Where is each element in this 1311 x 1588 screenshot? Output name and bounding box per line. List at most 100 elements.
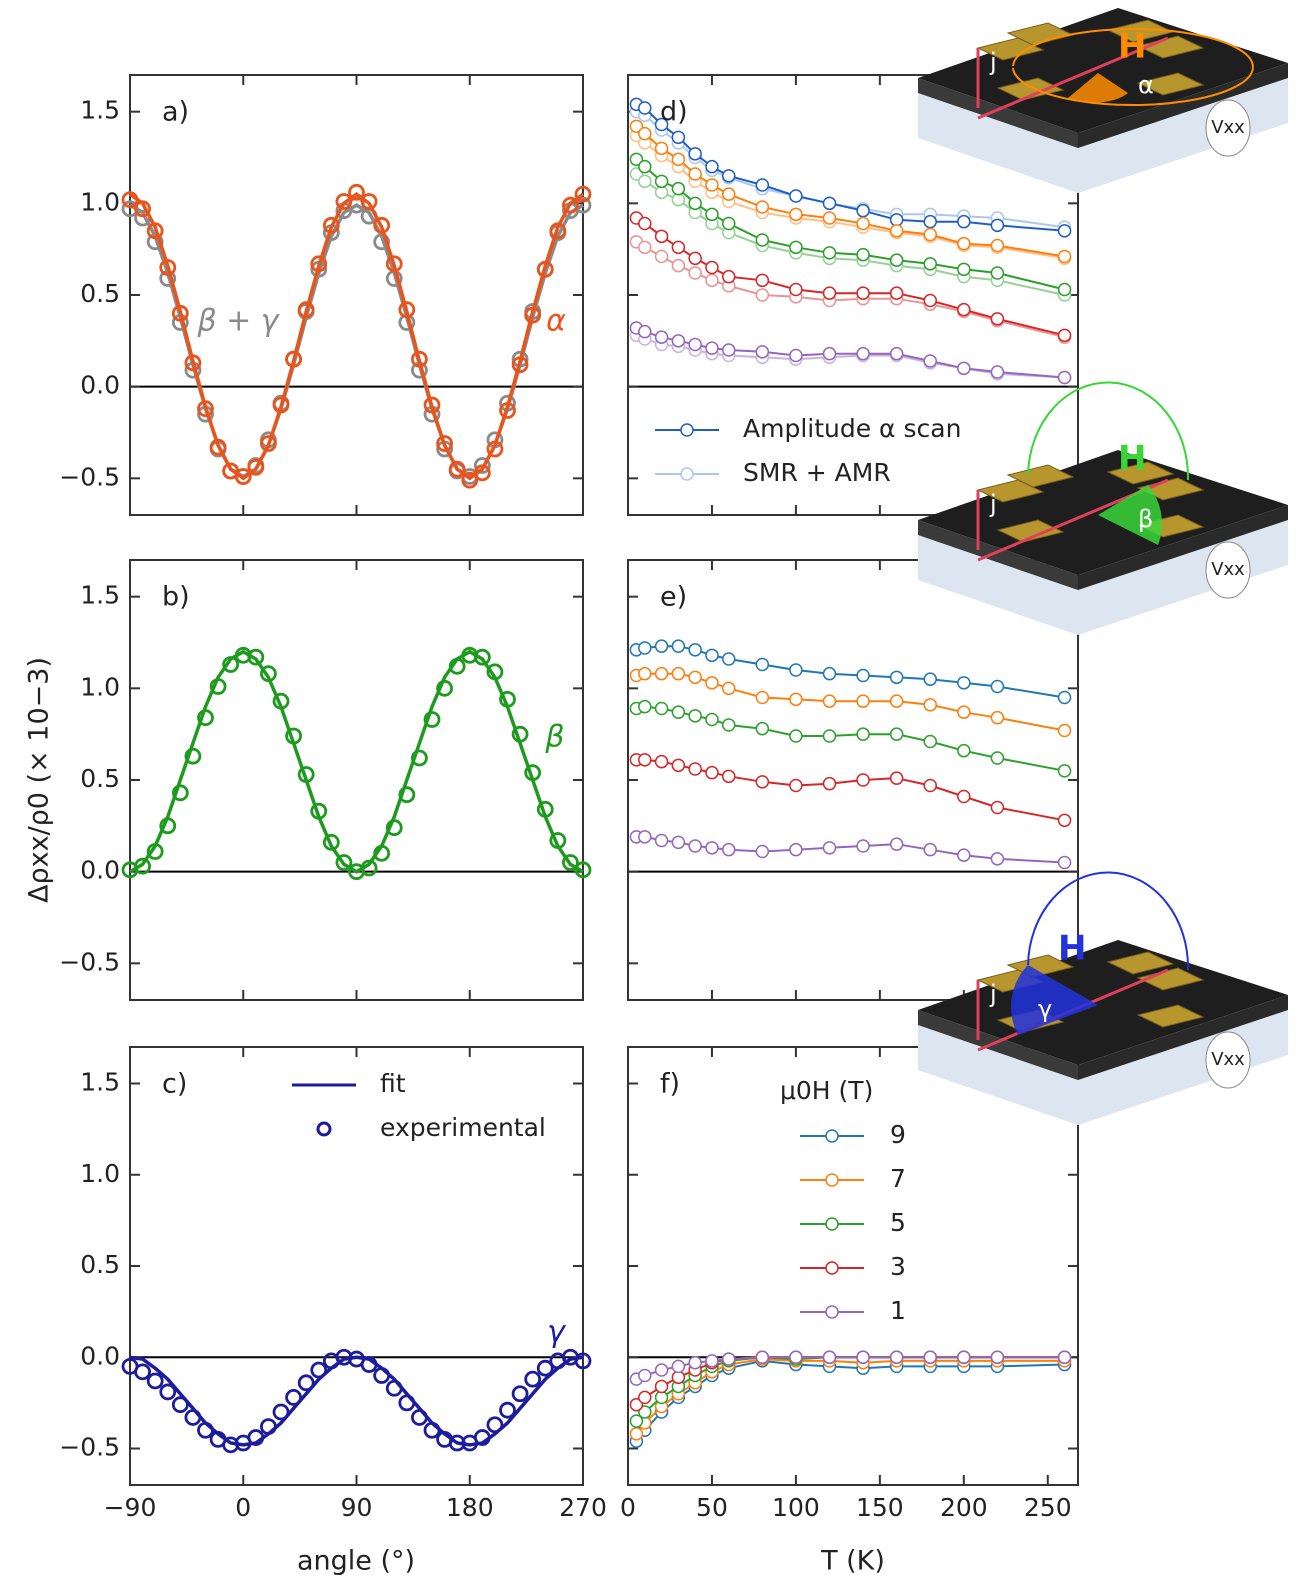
series-line: [129, 203, 584, 479]
data-point: [638, 1368, 652, 1383]
data-point: [822, 196, 837, 211]
angle-wedge: [1068, 73, 1128, 103]
data-point: [957, 848, 971, 862]
y-tick-label: 1.5: [80, 1068, 120, 1097]
data-point: [856, 694, 870, 708]
current-arrow: [977, 36, 1169, 120]
contact-pad: [996, 77, 1065, 101]
data-point: [654, 174, 669, 189]
voltmeter: [1205, 541, 1251, 599]
data-point: [721, 718, 736, 732]
x-tick-label: −90: [104, 1493, 157, 1522]
data-point: [755, 200, 770, 214]
data-point: [957, 214, 971, 229]
data-point: [856, 286, 870, 300]
data-point: [755, 657, 770, 672]
data-point: [923, 1350, 937, 1364]
data-point: [822, 694, 837, 708]
rotation-plane: [1027, 871, 1190, 971]
data-point: [856, 839, 870, 853]
data-point: [755, 273, 770, 288]
data-point: [629, 119, 644, 134]
data-point: [923, 842, 937, 857]
data-point: [524, 1370, 542, 1388]
data-point: [671, 192, 686, 207]
axes-frame: [627, 1046, 1079, 1486]
angle-label: β: [1138, 505, 1153, 533]
data-point: [688, 762, 702, 776]
x-tick-label: 180: [446, 1493, 494, 1522]
data-point: [705, 260, 719, 275]
data-point: [688, 670, 702, 685]
data-point: [360, 193, 378, 210]
data-point: [789, 778, 803, 793]
data-point: [957, 789, 971, 804]
legend-label: Amplitude α scan: [743, 414, 961, 443]
data-point: [789, 240, 803, 255]
data-point: [856, 346, 870, 361]
y-tick-label: 1.5: [80, 96, 120, 125]
series-line: [635, 1359, 1065, 1442]
data-point: [146, 1372, 164, 1390]
x-axis-label: angle (°): [297, 1546, 415, 1577]
data-point: [789, 348, 803, 363]
data-point: [856, 773, 870, 787]
axes-frame: [627, 559, 1079, 1001]
data-point: [856, 203, 870, 218]
data-point: [688, 251, 702, 266]
data-point: [411, 749, 428, 767]
data-point: [705, 841, 719, 855]
data-point: [957, 361, 971, 376]
series-annotation: β + γ: [196, 304, 280, 339]
data-point: [272, 1403, 290, 1421]
y-tick-label: −0.5: [59, 1433, 120, 1462]
data-point: [171, 1396, 189, 1414]
y-tick-label: 0.5: [80, 279, 120, 308]
legend-label: 1: [890, 1296, 906, 1325]
data-point: [957, 262, 971, 277]
data-point: [654, 249, 669, 264]
voltmeter-label: Vxx: [1211, 1049, 1245, 1070]
data-point: [1057, 855, 1072, 870]
data-point: [923, 257, 937, 271]
data-point: [755, 233, 770, 247]
data-point: [889, 213, 904, 227]
angle-label: α: [1138, 71, 1154, 99]
data-point: [789, 207, 803, 222]
data-point: [705, 207, 719, 222]
data-point: [335, 854, 353, 871]
series-line: [635, 327, 1065, 379]
x-tick-label: 0: [235, 1493, 251, 1522]
film-side: [1078, 995, 1288, 1080]
data-point: [385, 1379, 403, 1397]
data-point: [990, 710, 1005, 725]
contact-pad: [1136, 1004, 1205, 1028]
y-tick-label: −0.5: [59, 462, 120, 491]
data-point: [574, 196, 592, 214]
data-point: [889, 253, 904, 267]
y-tick-label: 1.0: [80, 672, 120, 701]
data-point: [629, 1427, 644, 1441]
field-label: H: [1118, 27, 1146, 67]
data-point: [721, 769, 736, 784]
data-point: [923, 672, 937, 686]
legend-label: SMR + AMR: [743, 458, 891, 487]
data-point: [856, 1350, 870, 1364]
current-label: j: [989, 980, 997, 1008]
data-point: [856, 727, 870, 741]
data-point: [574, 1352, 592, 1370]
y-tick-label: 1.0: [80, 1159, 120, 1188]
film-side: [918, 78, 1078, 148]
data-point: [957, 743, 971, 758]
field-label: H: [1118, 439, 1146, 479]
data-point: [688, 709, 702, 723]
series-line: [635, 103, 1065, 232]
data-point: [574, 861, 592, 879]
data-point: [923, 214, 937, 229]
data-point: [562, 196, 579, 214]
legend-marker: [825, 1261, 839, 1275]
data-point: [134, 857, 151, 875]
legend-marker: [680, 423, 694, 437]
data-point: [990, 365, 1005, 379]
data-point: [1057, 370, 1072, 385]
